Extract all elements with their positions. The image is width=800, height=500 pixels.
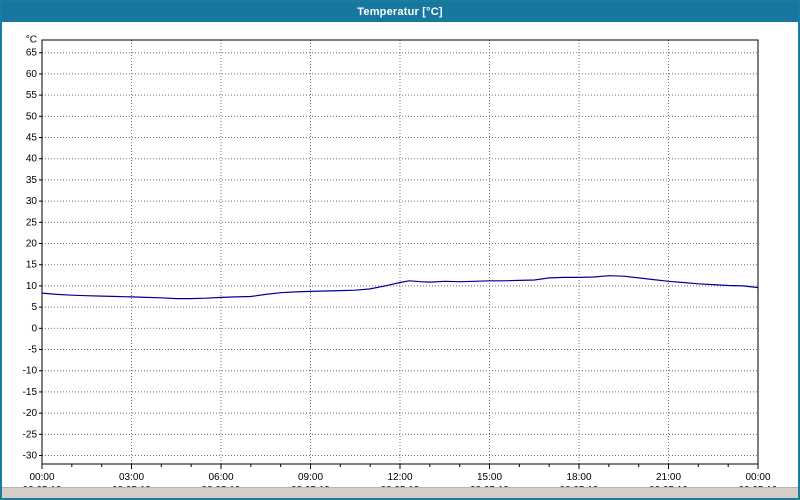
y-axis-labels: 65605550454035302520151050-5-10-15-20-25… [23,35,38,462]
y-tick-label: 50 [26,111,38,122]
y-tick-label: 25 [26,217,38,228]
y-tick-label: -10 [23,366,38,377]
y-tick-label: 45 [26,133,38,144]
y-tick-label: 35 [26,175,38,186]
series-lines [41,275,759,300]
x-tick-time-label: 15:00 [477,472,502,483]
y-tick-label: -5 [28,345,37,356]
y-tick-label: 5 [31,302,37,313]
window-title: Temperatur [°C] [357,6,443,18]
title-bar: Temperatur [°C] [2,2,798,22]
x-tick-time-label: 03:00 [119,472,144,483]
temperature-line [41,275,759,300]
x-tick-time-label: 00:00 [745,472,770,483]
y-tick-label: 30 [26,196,38,207]
y-tick-label: 40 [26,154,38,165]
y-axis-unit-label: °C [26,35,37,46]
y-tick-label: 60 [26,69,38,80]
x-axis-labels: 00:0008.05.1903:0008.05.1906:0008.05.190… [23,472,778,496]
axes [39,39,759,469]
chart-area: 65 60 55 50 45 40 35 30 25 20 15 10 5 0 -5 -10 -15 -20 -25… [2,22,798,496]
x-tick-time-label: 18:00 [566,472,591,483]
x-tick-time-label: 00:00 [29,472,54,483]
gridlines [42,40,758,464]
x-tick-time-label: 06:00 [208,472,233,483]
status-bar [2,487,798,498]
y-tick-label: 55 [26,90,38,101]
x-tick-time-label: 21:00 [656,472,681,483]
y-tick-label: 15 [26,260,38,271]
y-tick-label: -30 [23,451,38,462]
y-tick-label: -20 [23,408,38,419]
x-tick-time-label: 12:00 [387,472,412,483]
y-tick-label: -15 [23,387,38,398]
x-tick-time-label: 09:00 [298,472,323,483]
temperature-chart: 65605550454035302520151050-5-10-15-20-25… [23,35,778,496]
y-tick-label: 0 [31,323,37,334]
y-tick-label: 65 [26,48,38,59]
y-tick-label: 10 [26,281,38,292]
y-tick-label: 20 [26,239,38,250]
y-tick-label: -25 [23,429,38,440]
plot-border [41,39,759,465]
